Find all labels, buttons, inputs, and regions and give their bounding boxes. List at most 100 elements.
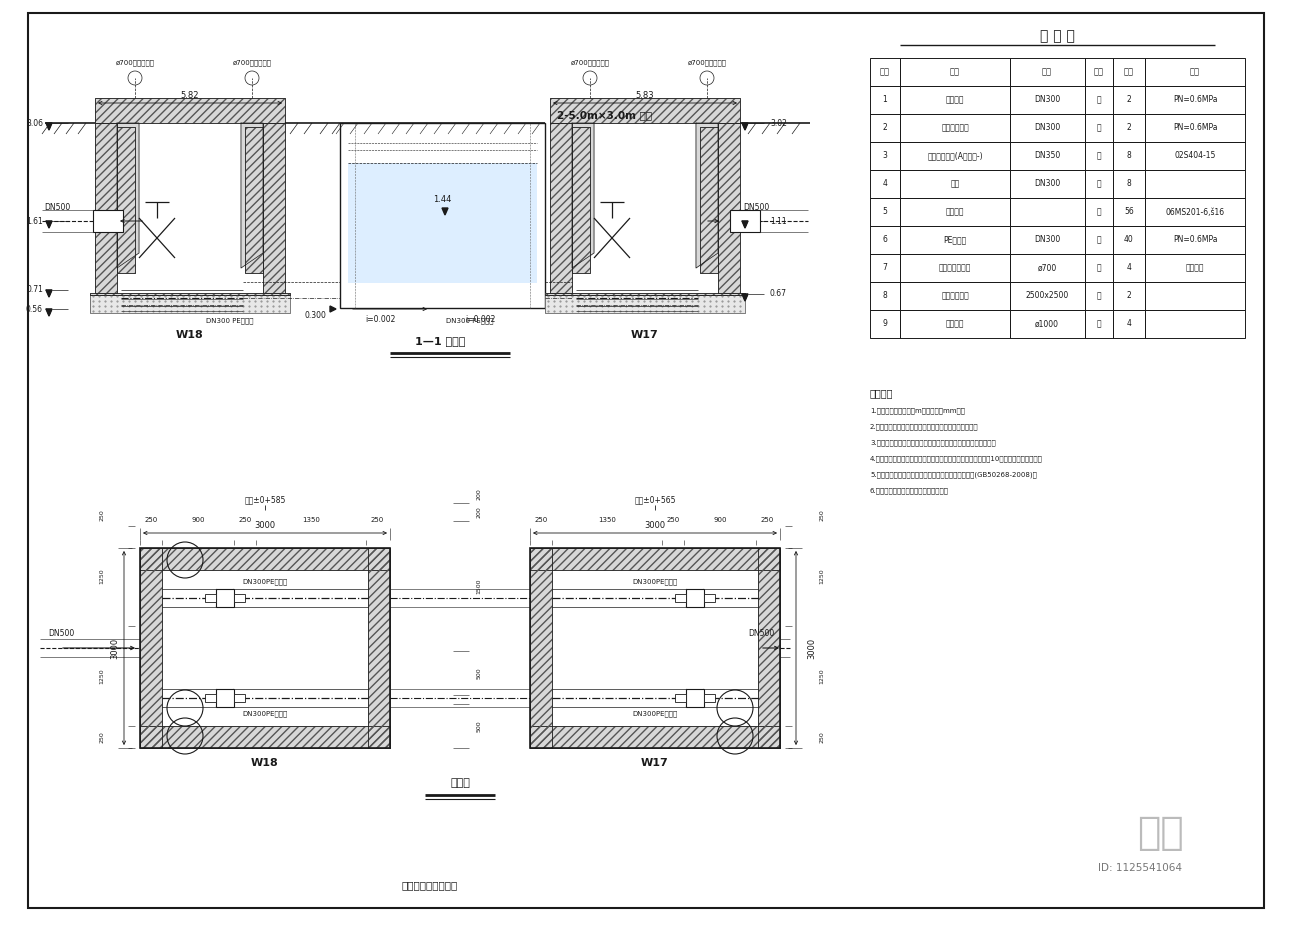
Polygon shape [742, 294, 748, 301]
Bar [1112, 170, 1145, 198]
Bar [1145, 254, 1245, 282]
Text: 5.83: 5.83 [636, 91, 654, 100]
Text: 污水检查缺井: 污水检查缺井 [941, 291, 969, 300]
Text: 个: 个 [1097, 95, 1101, 104]
Bar [1010, 114, 1085, 142]
Text: 备注: 备注 [1190, 67, 1200, 77]
Text: 4: 4 [882, 179, 888, 188]
Bar [1145, 170, 1245, 198]
Text: 5: 5 [882, 207, 888, 216]
Bar [140, 726, 390, 748]
Bar [1010, 310, 1085, 338]
Text: 设计说明: 设计说明 [870, 388, 894, 398]
Bar [901, 226, 1010, 254]
Bar [90, 295, 289, 313]
Text: 1350: 1350 [302, 517, 320, 523]
Text: 1250: 1250 [99, 668, 105, 684]
Text: 管顶±0+585: 管顶±0+585 [244, 495, 286, 505]
Bar [674, 594, 686, 602]
Text: DN350: DN350 [1034, 151, 1061, 160]
Bar [90, 295, 289, 313]
Text: 500: 500 [477, 720, 482, 731]
Bar [530, 548, 552, 748]
Text: 7: 7 [882, 263, 888, 272]
Text: 250: 250 [239, 517, 252, 523]
Text: 1350: 1350 [598, 517, 616, 523]
Text: 250: 250 [145, 517, 158, 523]
Text: 250: 250 [819, 731, 824, 743]
Polygon shape [47, 309, 52, 316]
Bar [530, 548, 552, 748]
Text: ø700通气管正嵌: ø700通气管正嵌 [115, 60, 155, 66]
Bar [140, 548, 390, 748]
Text: 900: 900 [713, 517, 726, 523]
Text: DN500: DN500 [748, 629, 774, 637]
Bar [1145, 114, 1245, 142]
Text: 2: 2 [1127, 95, 1132, 104]
Text: DN300 PE给水管: DN300 PE给水管 [207, 318, 253, 325]
Text: 编号: 编号 [880, 67, 890, 77]
Text: 250: 250 [99, 731, 105, 743]
Bar [245, 127, 264, 273]
Text: 200: 200 [477, 506, 482, 518]
Bar [264, 123, 286, 293]
Bar [1085, 142, 1112, 170]
Bar [1145, 282, 1245, 310]
Text: DN300: DN300 [1034, 123, 1061, 132]
Text: DN500: DN500 [743, 202, 769, 212]
Text: 6: 6 [882, 235, 888, 244]
Bar [1112, 114, 1145, 142]
Text: 个: 个 [1097, 123, 1101, 132]
Text: 4.钉筋混凝土施工后将需填充泡沫混凝土，井机分力不低于平米10吸应有抗浮压板构件。: 4.钉筋混凝土施工后将需填充泡沫混凝土，井机分力不低于平米10吸应有抗浮压板构件… [870, 455, 1043, 463]
Text: 平面图: 平面图 [450, 778, 470, 788]
Text: DN300 PE给水管: DN300 PE给水管 [446, 318, 494, 325]
Text: 个: 个 [1097, 263, 1101, 272]
Text: 个: 个 [1097, 179, 1101, 188]
Text: W17: W17 [630, 330, 659, 340]
Bar [205, 694, 216, 702]
Text: 250: 250 [99, 509, 105, 521]
Text: 56: 56 [1124, 207, 1134, 216]
Text: 1.61: 1.61 [26, 216, 43, 226]
Text: DN300: DN300 [1034, 95, 1061, 104]
Text: 1250: 1250 [819, 568, 824, 584]
Text: 8: 8 [1127, 179, 1132, 188]
Text: i=0.002: i=0.002 [465, 315, 495, 325]
Polygon shape [118, 123, 140, 268]
Text: DN500: DN500 [44, 202, 70, 212]
Bar [1010, 226, 1085, 254]
Polygon shape [442, 208, 448, 215]
Bar [245, 127, 264, 273]
Bar [545, 293, 745, 295]
Text: 数量: 数量 [1124, 67, 1134, 77]
Text: DN300PE给水管: DN300PE给水管 [243, 578, 288, 585]
Text: 2500x2500: 2500x2500 [1026, 291, 1068, 300]
Bar [686, 589, 704, 607]
Bar [1112, 198, 1145, 226]
Bar [1010, 170, 1085, 198]
Bar [530, 548, 780, 570]
Bar [530, 548, 780, 570]
Bar [1145, 142, 1245, 170]
Bar [96, 98, 286, 123]
Bar [572, 127, 590, 273]
Text: DN300PE给水管: DN300PE给水管 [632, 578, 677, 585]
Bar [550, 123, 572, 293]
Text: 米: 米 [1097, 235, 1101, 244]
Text: 3.02: 3.02 [770, 118, 787, 128]
Bar [530, 548, 780, 748]
Bar [1112, 282, 1145, 310]
Bar [1010, 254, 1085, 282]
Text: 3000: 3000 [111, 637, 119, 659]
Bar [901, 86, 1010, 114]
Bar [870, 114, 901, 142]
Text: 1: 1 [882, 95, 888, 104]
Polygon shape [47, 290, 52, 297]
Bar [901, 282, 1010, 310]
Text: 1.44: 1.44 [433, 196, 451, 204]
Bar [545, 295, 745, 313]
Text: 3.06: 3.06 [26, 118, 43, 128]
Bar [90, 293, 289, 295]
Text: 4: 4 [1127, 319, 1132, 328]
Text: 0.67: 0.67 [770, 289, 787, 299]
